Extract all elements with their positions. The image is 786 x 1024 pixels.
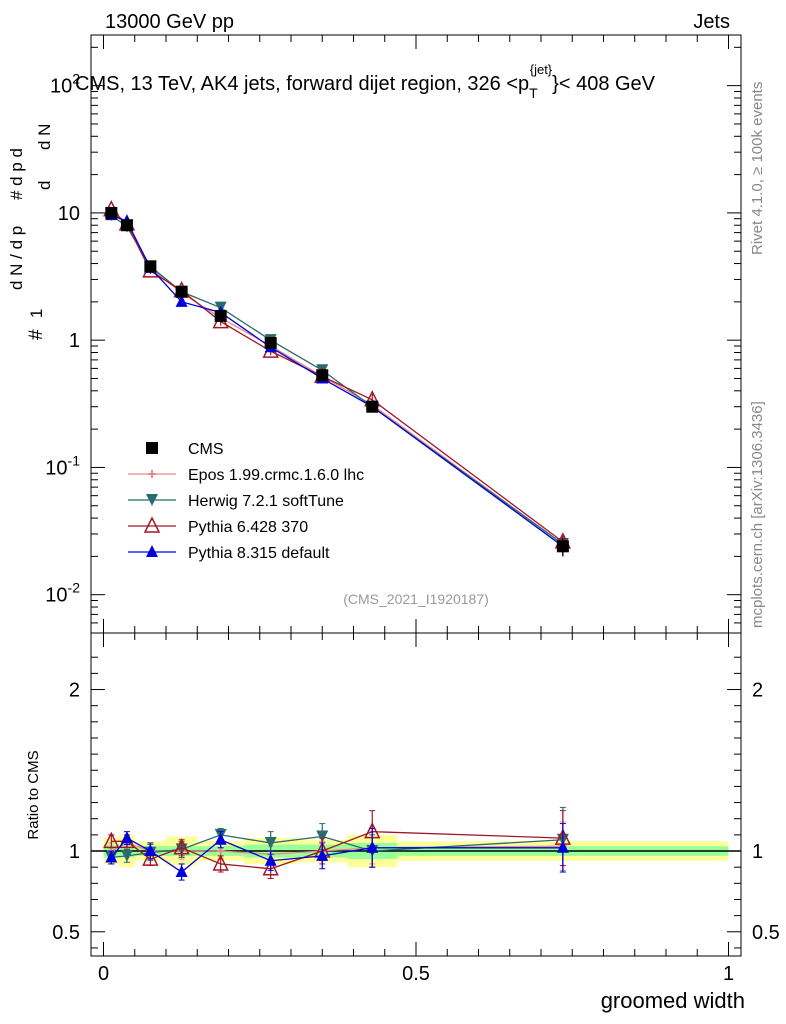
y-tick-label: 10: [58, 203, 80, 225]
x-axis-label: groomed width: [601, 988, 745, 1013]
x-tick-label: 0.5: [402, 963, 430, 985]
legend-label: Herwig 7.2.1 softTune: [188, 493, 344, 510]
ratio-y-tick-label: 1: [69, 841, 80, 863]
y-tick-label: 1: [69, 330, 80, 352]
legend-marker: [146, 545, 158, 557]
ratio-point: [142, 849, 159, 866]
ratio-point: [173, 838, 190, 855]
data-point: [105, 206, 118, 219]
main-panel-frame: [90, 34, 742, 634]
analysis-watermark: (CMS_2021_I1920187): [343, 591, 489, 607]
data-point: [144, 260, 157, 273]
ratio-y-tick-label-right: 2: [752, 680, 763, 702]
data-point: [175, 285, 188, 298]
ratio-y-axis-label: Ratio to CMS: [25, 750, 42, 839]
data-point: [175, 294, 188, 307]
ratio-point: [264, 836, 277, 849]
svg-text:# d p d: # d p d: [7, 148, 26, 200]
y-tick-label: 10-2: [45, 580, 80, 607]
ratio-point: [316, 848, 329, 861]
ratio-y-tick-label-right: 0.5: [752, 922, 780, 944]
ratio-y-tick-label-right: 1: [752, 841, 763, 863]
ratio-point: [120, 831, 133, 844]
ratio-point: [105, 850, 118, 863]
ratio-y-tick-label: 2: [69, 680, 80, 702]
main-axis-ticks: 10-2 10-1 1 10 102: [45, 35, 741, 634]
x-tick-label: 1: [723, 963, 734, 985]
legend-label: Epos 1.99.crmc.1.6.0 lhc: [188, 467, 364, 484]
svg-text:d: d: [35, 181, 54, 190]
svg-text:d N: d N: [35, 124, 54, 150]
legend-label: Pythia 8.315 default: [188, 545, 330, 562]
ratio-panel-frame: [90, 632, 742, 957]
y-label-frac: #: [26, 329, 47, 340]
legend-label: CMS: [188, 441, 224, 458]
x-tick-label: 0: [98, 963, 109, 985]
mcplots-label: mcplots.cern.ch [arXiv:1306.3436]: [749, 401, 766, 628]
legend-label: Pythia 6.428 370: [188, 519, 308, 536]
svg-text:# 1: # 1: [26, 309, 47, 340]
rivet-version-label: Rivet 4.1.0, ≥ 100k events: [749, 82, 766, 255]
energy-label: 13000 GeV pp: [105, 11, 234, 33]
ratio-point: [214, 832, 227, 845]
ratio-point: [120, 849, 133, 862]
ratio-point: [556, 840, 569, 853]
ratio-point: [103, 831, 120, 849]
plot-title-sup: {jet}: [530, 62, 553, 77]
ratio-series: [103, 806, 572, 881]
y-tick-label: 10-1: [45, 452, 80, 479]
data-point: [556, 540, 569, 553]
data-point: [316, 369, 329, 382]
data-point: [366, 400, 379, 413]
ratio-point: [216, 847, 225, 856]
ratio-point: [264, 853, 277, 866]
main-series: [103, 200, 572, 557]
plot-title-sub: T: [529, 85, 538, 101]
ratio-point: [316, 830, 329, 843]
y-tick-label: 102: [50, 71, 80, 98]
jets-label: Jets: [693, 11, 730, 33]
ratio-point: [212, 854, 229, 871]
data-point: [120, 219, 133, 232]
data-point: [264, 337, 277, 350]
plot-title: CMS, 13 TeV, AK4 jets, forward dijet reg…: [75, 62, 656, 101]
ratio-point: [175, 865, 188, 878]
legend-marker: [143, 516, 161, 533]
svg-text:d N / d p: d N / d p: [7, 226, 26, 290]
main-y-axis-label: # 1 d N / d p # d p d d d N: [7, 124, 54, 340]
legend-marker: [146, 442, 158, 454]
legend: CMS Epos 1.99.crmc.1.6.0 lhc Herwig 7.2.1 …: [128, 441, 364, 562]
ratio-axis-ticks: 0 0.5 1 0.5 0.5 1 1 2 2: [52, 633, 780, 985]
plot-title-end: }< 408 GeV: [552, 73, 656, 95]
ratio-point: [366, 840, 379, 853]
data-point: [214, 309, 227, 322]
ratio-point: [144, 844, 157, 857]
ratio-point: [262, 859, 279, 876]
legend-marker: [146, 494, 158, 506]
legend-marker: [148, 470, 156, 478]
plot-title-main: CMS, 13 TeV, AK4 jets, forward dijet reg…: [75, 73, 529, 95]
ratio-y-tick-label: 0.5: [52, 922, 80, 944]
